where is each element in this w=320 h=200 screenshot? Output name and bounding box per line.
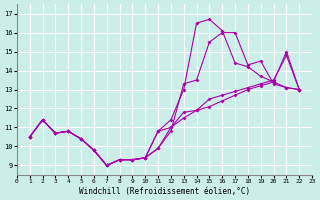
X-axis label: Windchill (Refroidissement éolien,°C): Windchill (Refroidissement éolien,°C) [79,187,250,196]
